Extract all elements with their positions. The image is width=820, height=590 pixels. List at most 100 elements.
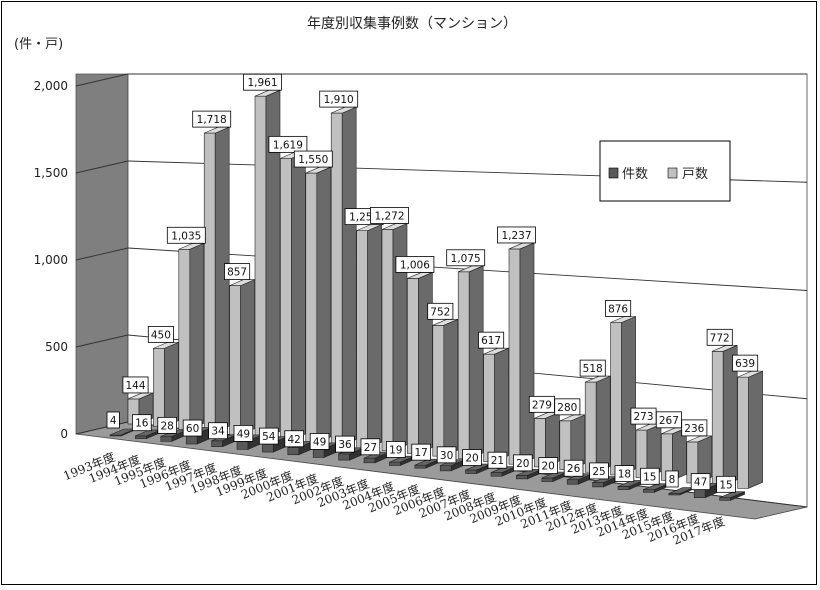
bar-units-side xyxy=(291,151,306,441)
legend-label-units: 戸数 xyxy=(682,167,708,182)
data-label-units: 772 xyxy=(710,332,730,344)
data-label-count: 15 xyxy=(719,479,732,491)
legend-box xyxy=(599,140,731,202)
bar-count-front xyxy=(160,436,173,442)
bar-units-side xyxy=(595,375,611,473)
data-label-count: 47 xyxy=(694,477,707,489)
bar-units-side xyxy=(418,271,433,454)
bar-units-front xyxy=(254,95,267,438)
bar-units-top xyxy=(127,392,154,400)
data-label-units: 1,272 xyxy=(374,210,404,222)
data-label-count-box xyxy=(614,465,635,483)
data-label-units: 236 xyxy=(684,423,704,435)
data-label-count-box xyxy=(436,446,457,464)
data-label-units-box xyxy=(395,256,435,273)
bar-count xyxy=(490,466,517,477)
bar-units-top xyxy=(737,370,763,378)
data-label-count-box xyxy=(258,427,279,445)
bar-units-front xyxy=(407,278,419,454)
bar-units xyxy=(229,279,255,436)
data-labels: 144 4 450 16 1,035 28 1,718 60 857 34 1,961 49 1,619… xyxy=(106,73,759,493)
data-label-count: 42 xyxy=(288,434,301,446)
bar-units-top xyxy=(686,435,712,443)
bar-units-front xyxy=(457,271,470,460)
bar-units xyxy=(381,223,408,452)
data-label-units-box xyxy=(554,398,581,416)
bar-units-front xyxy=(305,172,318,444)
gridline-side xyxy=(75,160,129,174)
data-label-units-box xyxy=(706,328,733,346)
bar-units-top xyxy=(559,414,585,422)
data-label-count: 20 xyxy=(465,453,478,465)
y-axis-label: (件・戸) xyxy=(14,37,63,52)
data-label-count: 54 xyxy=(262,431,276,443)
data-label-units: 144 xyxy=(125,380,145,392)
bar-units xyxy=(203,126,230,433)
data-label-units-box xyxy=(732,354,759,372)
data-label-count: 36 xyxy=(338,439,352,451)
data-label-count-box xyxy=(360,438,381,456)
bar-units-top xyxy=(610,316,636,323)
data-label-units: 280 xyxy=(557,402,577,414)
bar-units xyxy=(457,265,484,460)
bar-units xyxy=(508,242,535,465)
bar-units xyxy=(534,411,560,468)
data-label-count-box xyxy=(182,419,203,437)
bar-units xyxy=(280,151,306,441)
data-label-count-box xyxy=(411,443,431,461)
bar-units xyxy=(686,435,713,484)
data-label-count: 27 xyxy=(364,442,377,454)
bar-units-top xyxy=(483,347,509,355)
gridline-side xyxy=(75,73,129,87)
bar-units xyxy=(559,414,586,471)
data-label-units-box xyxy=(605,300,632,317)
bar-count xyxy=(541,471,568,483)
data-label-units: 267 xyxy=(659,415,679,427)
data-label-units-box xyxy=(427,302,454,320)
data-label-units: 639 xyxy=(735,358,755,370)
data-label-count-box xyxy=(589,462,609,480)
gridline-side xyxy=(75,247,129,261)
data-label-count-box xyxy=(512,454,533,472)
data-label-count: 49 xyxy=(237,428,250,440)
data-label-count: 17 xyxy=(415,447,428,459)
data-label-count: 21 xyxy=(491,455,504,467)
data-label-units-box xyxy=(166,226,206,244)
bar-units-front xyxy=(330,112,343,446)
gridline-side xyxy=(75,334,129,348)
bar-units xyxy=(610,316,636,476)
bar-count xyxy=(719,491,745,501)
data-label-count-box xyxy=(640,467,660,485)
bar-count-front xyxy=(516,475,528,480)
bar-units-side xyxy=(621,316,636,476)
y-tick-label: 500 xyxy=(45,340,68,354)
bar-count-front xyxy=(135,435,147,439)
bar-units xyxy=(330,106,357,446)
bar-count-front xyxy=(414,464,427,469)
bar-count xyxy=(617,480,644,491)
bar-units-side xyxy=(240,279,255,436)
bar-count-top xyxy=(719,491,745,499)
data-label-count-box xyxy=(106,411,120,429)
data-label-count: 26 xyxy=(567,463,581,475)
bar-units-front xyxy=(203,132,216,433)
bar-count-front xyxy=(338,453,350,461)
y-tick-label: 0 xyxy=(60,427,68,441)
data-label-count-box xyxy=(563,459,584,477)
chart-title: 年度別収集事例数（マンション） xyxy=(307,15,517,32)
data-label-units: 1,035 xyxy=(171,230,201,242)
data-label-units: 1,237 xyxy=(501,230,531,242)
bar-count-front xyxy=(287,447,300,456)
data-label-count: 15 xyxy=(643,471,656,483)
bar-units-side xyxy=(316,166,332,444)
bar-count-front xyxy=(643,489,655,493)
data-label-count-box xyxy=(462,449,482,466)
data-label-count-box xyxy=(690,473,711,491)
y-tick-label: 1,000 xyxy=(34,253,68,267)
data-label-count: 30 xyxy=(440,450,453,462)
bar-units-side xyxy=(443,318,459,457)
data-label-count-box xyxy=(487,451,508,469)
bar-units-front xyxy=(229,285,241,436)
bar-units xyxy=(356,224,382,449)
bar-units-front xyxy=(356,230,368,449)
